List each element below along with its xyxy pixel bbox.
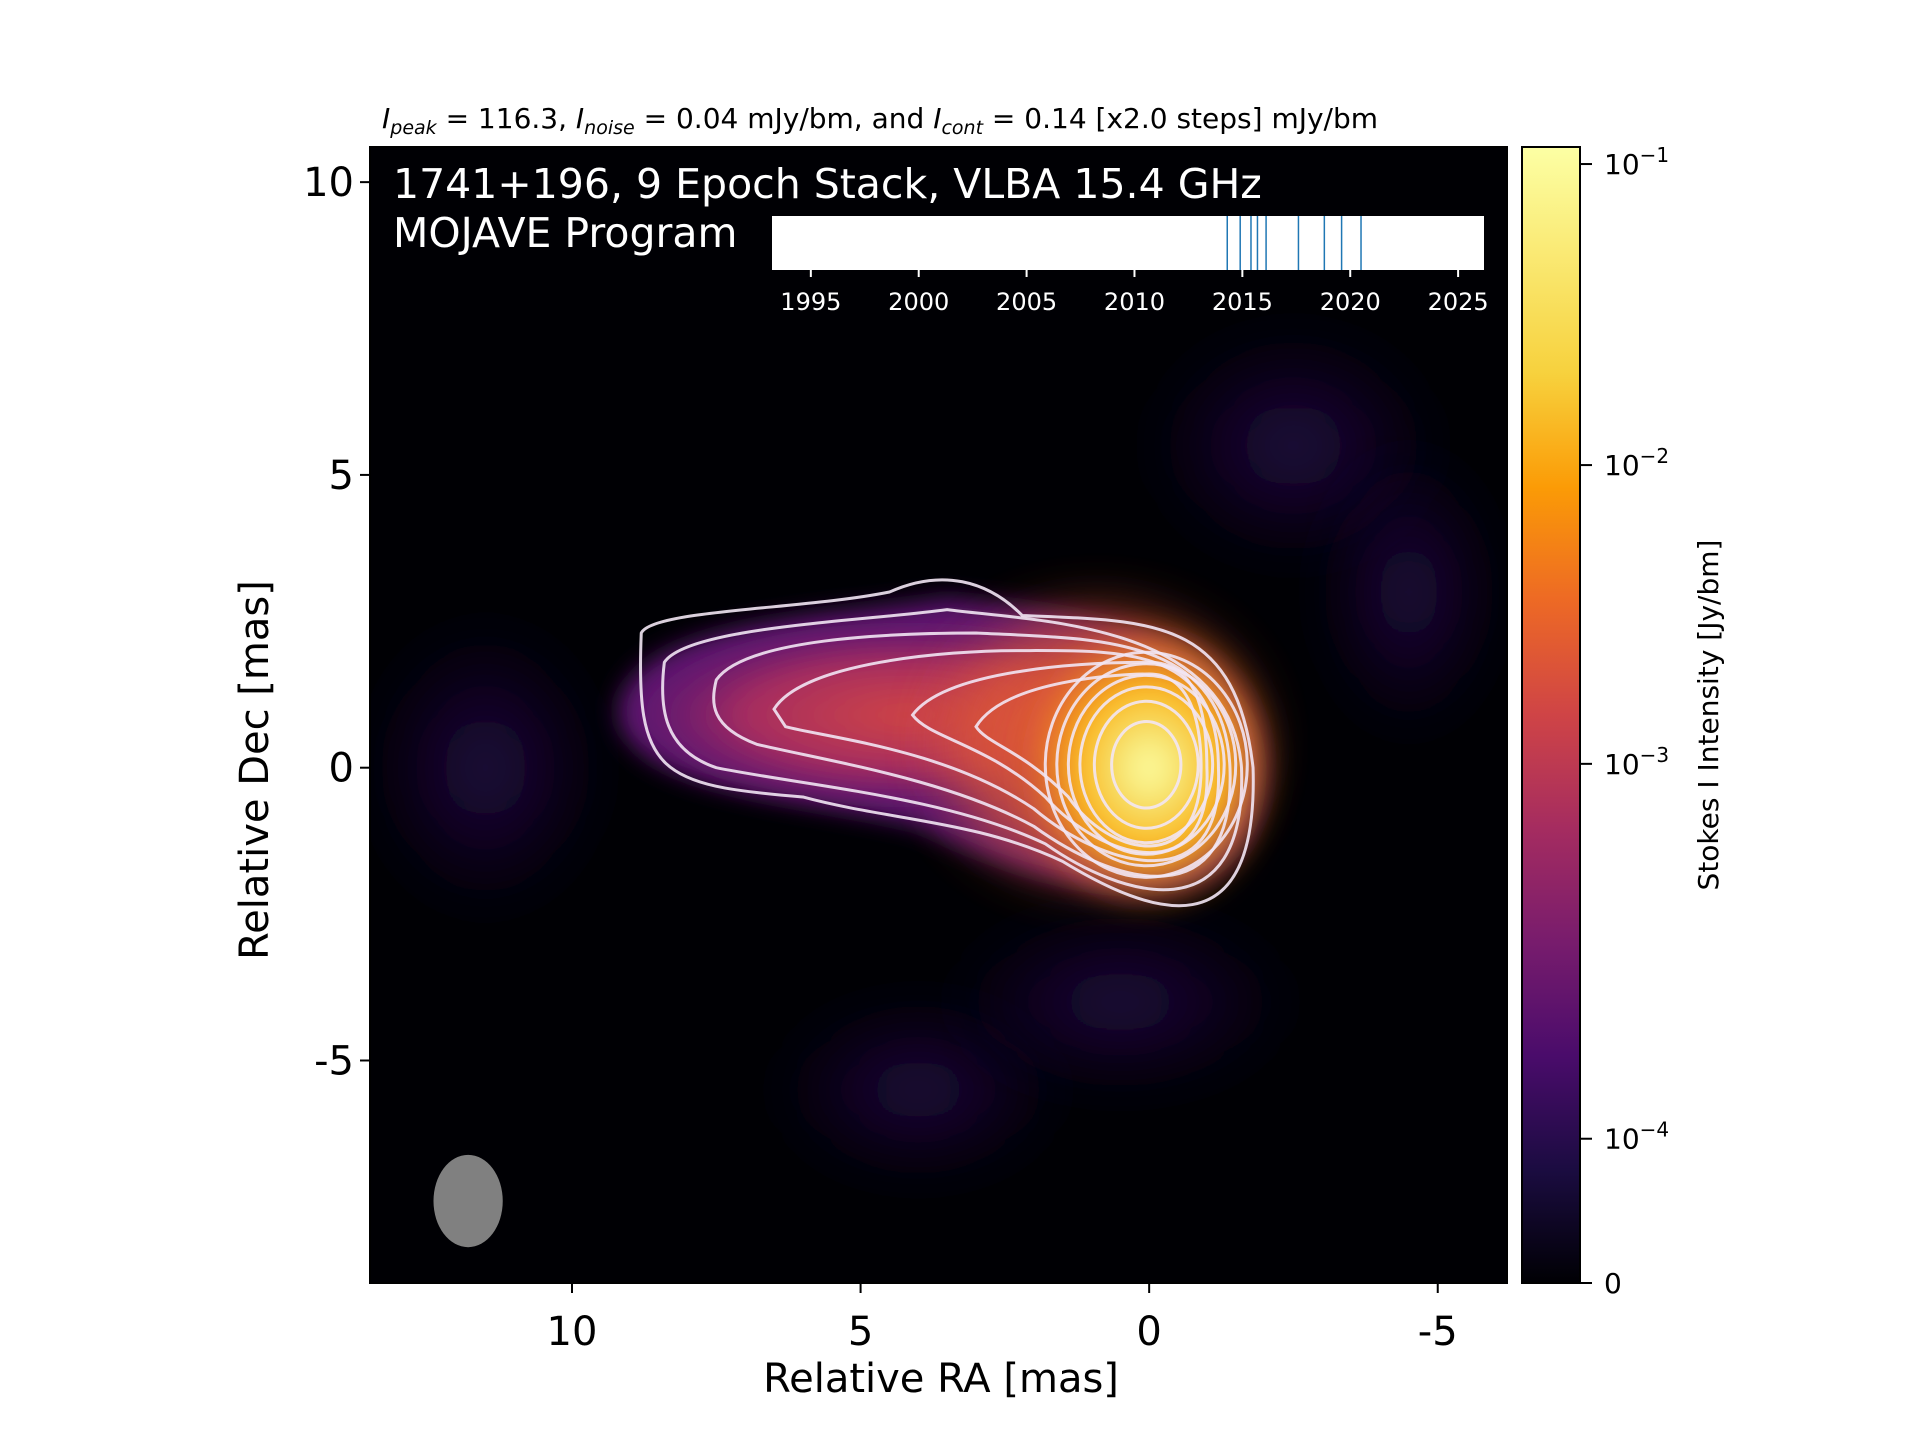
y-axis: 10 5 0 -5 — [303, 160, 370, 1084]
colorbar-tick-label: 10−1 — [1604, 143, 1669, 181]
contour-line — [639, 578, 1255, 908]
contour-line — [910, 660, 1209, 855]
header-text: Ipeak = 116.3, Inoise = 0.04 mJy/bm, and… — [382, 102, 1378, 139]
timeline-tick-label: 2005 — [996, 288, 1057, 316]
timeline-tick-label: 2000 — [888, 288, 949, 316]
timeline-tick-label: 2025 — [1428, 288, 1489, 316]
y-tick-label: -5 — [314, 1038, 354, 1084]
contour-layer — [639, 578, 1255, 908]
x-axis-title: Relative RA [mas] — [763, 1356, 1119, 1402]
overlay-title: 1741+196, 9 Epoch Stack, VLBA 15.4 GHz — [393, 160, 1262, 208]
contour-line — [974, 672, 1203, 848]
colorbar-tick-label: 0 — [1604, 1267, 1622, 1300]
intensity-map — [370, 147, 1507, 1283]
diffuse-emission — [1322, 447, 1496, 737]
x-axis: 10 5 0 -5 — [547, 1283, 1458, 1355]
contour-line — [1092, 699, 1200, 830]
timeline-tick-label: 1995 — [780, 288, 841, 316]
timeline-tick-label: 2010 — [1104, 288, 1165, 316]
colorbar-gradient — [1521, 146, 1581, 1284]
overlay-subtitle: MOJAVE Program — [393, 209, 737, 257]
colorbar-tick-label: 10−2 — [1604, 444, 1669, 482]
contour-line — [661, 608, 1244, 892]
contour-line — [772, 649, 1220, 863]
colorbar-tick-label: 10−3 — [1604, 743, 1669, 781]
timeline-tick-label: 2020 — [1320, 288, 1381, 316]
contour-line — [1078, 685, 1215, 845]
epoch-timeline: 1995 2000 2005 2010 2015 2020 2025 — [772, 216, 1489, 316]
x-tick-label: 5 — [848, 1309, 873, 1355]
contour-line — [1055, 662, 1238, 868]
y-tick-label: 5 — [329, 453, 354, 499]
contour-line — [1066, 673, 1226, 856]
y-tick-label: 10 — [303, 160, 354, 206]
colorbar: 10−1 10−2 10−3 10−4 0 — [1521, 143, 1669, 1300]
x-tick-label: 10 — [547, 1309, 598, 1355]
x-tick-label: -5 — [1418, 1309, 1458, 1355]
y-axis-title: Relative Dec [mas] — [232, 580, 278, 960]
colorbar-title: Stokes I Intensity [Jy/bm] — [1692, 540, 1725, 891]
plot-frame — [369, 146, 1508, 1284]
x-tick-label: 0 — [1136, 1309, 1161, 1355]
timeline-box — [772, 216, 1484, 270]
contour-line — [1110, 719, 1183, 810]
contour-line — [1043, 650, 1249, 879]
diffuse-emission — [947, 915, 1294, 1089]
diffuse-emission — [370, 623, 601, 912]
colorbar-tick-label: 10−4 — [1604, 1118, 1669, 1156]
beam-ellipse — [433, 1154, 503, 1248]
timeline-tick-label: 2015 — [1212, 288, 1273, 316]
y-tick-label: 0 — [329, 746, 354, 792]
